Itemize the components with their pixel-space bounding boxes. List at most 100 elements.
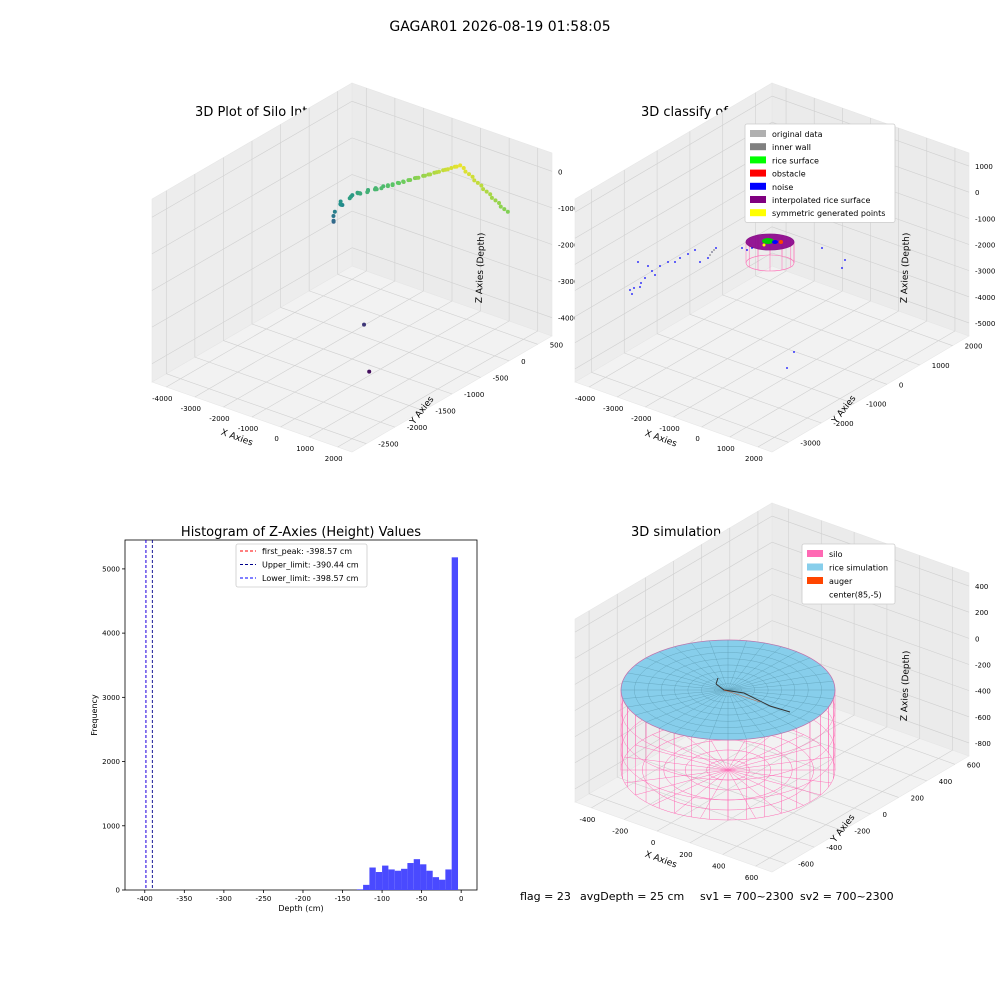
legend-label: noise: [772, 183, 793, 192]
tick-label: -5000: [975, 320, 995, 328]
tick-label: -50: [416, 895, 427, 903]
sv2-text: sv2 = 700~2300: [800, 890, 894, 903]
legend-label: rice simulation: [829, 564, 888, 573]
tick-label: -500: [493, 374, 509, 382]
tick-label: 0: [459, 895, 463, 903]
noise-point: [841, 267, 843, 269]
tick-label: -2000: [631, 415, 651, 423]
data-point: [505, 209, 510, 214]
z-axis-label: Z Axies (Depth): [900, 651, 912, 722]
tick-label: 0: [975, 635, 979, 643]
legend-label: Lower_limit: -398.57 cm: [262, 574, 359, 583]
data-point: [463, 169, 468, 174]
legend-swatch: [750, 156, 766, 164]
x-axis-label: X Axies: [643, 850, 678, 871]
data-point: [416, 175, 421, 180]
data-point: [358, 191, 363, 196]
legend-label: Upper_limit: -390.44 cm: [262, 561, 359, 570]
tick-label: 2000: [102, 758, 120, 766]
z-tick-labels: -5000 -4000 -3000 -2000 -1000 0 1000: [975, 163, 995, 328]
tick-label: -2000: [558, 242, 578, 250]
tick-label: -200: [612, 828, 628, 836]
legend-swatch: [750, 143, 766, 151]
legend-swatch: [807, 590, 823, 598]
tick-label: 4000: [102, 630, 120, 638]
tick-label: -1500: [435, 408, 455, 416]
histogram-bar: [356, 889, 364, 890]
histogram-bar: [375, 872, 383, 890]
data-point: [498, 204, 503, 209]
data-point: [331, 214, 336, 219]
flag-text: flag = 23: [520, 890, 571, 903]
tick-label: -1000: [866, 401, 886, 409]
axes-3d-box: [151, 82, 553, 453]
histogram-bar: [394, 870, 402, 890]
noise-point: [715, 247, 717, 249]
noise-point: [707, 257, 709, 259]
panel-classify: 3D classify of Silo Interior -4000-3000-…: [574, 82, 995, 463]
noise-point: [751, 247, 753, 249]
tick-label: -1000: [464, 391, 484, 399]
data-point: [493, 198, 498, 203]
auger: [723, 689, 761, 703]
plot-area: [124, 539, 478, 891]
tick-label: -3000: [603, 405, 623, 413]
legend-label: original data: [772, 130, 823, 139]
data-point: [472, 178, 477, 183]
tick-label: 600: [745, 874, 758, 882]
tick-label: 200: [911, 794, 924, 802]
reference-lines: [145, 540, 153, 890]
tick-label: -200: [854, 828, 870, 836]
tick-label: 0: [274, 435, 278, 443]
data-point: [385, 184, 390, 189]
z-axis-label: Z Axies (Depth): [475, 233, 487, 304]
data-point: [479, 183, 484, 188]
z-axis-label: Z Axies (Depth): [900, 233, 912, 304]
legend-label: auger: [829, 577, 853, 586]
tick-label: -2000: [209, 415, 229, 423]
noise-point: [741, 247, 743, 249]
tick-label: -400: [975, 688, 991, 696]
legend-label: center(85,-5): [829, 591, 882, 600]
noise-point: [637, 261, 639, 263]
tick-label: -400: [579, 816, 595, 824]
tick-label: 500: [550, 341, 563, 349]
histogram-bar: [369, 867, 376, 890]
data-point: [475, 180, 480, 185]
tick-label: -1000: [975, 215, 995, 223]
tick-label: -350: [176, 895, 192, 903]
tick-label: -3000: [975, 268, 995, 276]
tick-label: 5000: [102, 565, 120, 573]
x-tick-labels: -400 -200 0 200 400 600: [579, 816, 758, 882]
histogram-bar: [426, 870, 433, 890]
legend-label: interpolated rice surface: [772, 196, 870, 205]
tick-label: -2000: [833, 420, 853, 428]
y-tick-labels: -600 -400 -200 0 200 400 600: [798, 761, 980, 868]
y-axis-label: Frequency: [90, 694, 99, 736]
x-tick-labels: -4000 -3000 -2000 -1000 0 1000 2000: [575, 395, 763, 463]
legend-label: first_peak: -398.57 cm: [262, 547, 352, 556]
noise-point: [844, 259, 846, 261]
legend-label: silo: [829, 550, 843, 559]
data-point: [397, 181, 402, 186]
noise-point: [699, 261, 701, 263]
data-point: [461, 165, 466, 170]
data-point: [332, 209, 337, 214]
noise-point: [694, 249, 696, 251]
tick-label: 1000: [975, 163, 993, 171]
histogram-bar: [413, 859, 421, 890]
x-tick-labels: -400 -350 -300 -250 -200 -150 -100 -50 0: [137, 890, 463, 903]
tick-label: -200: [975, 662, 991, 670]
panel-histogram: Histogram of Z-Axies (Height) Values -40…: [90, 525, 478, 913]
scatter-points: [331, 163, 510, 374]
noise-point: [629, 289, 631, 291]
tick-label: -2000: [975, 242, 995, 250]
data-point: [454, 164, 459, 169]
data-point: [331, 218, 336, 223]
tick-label: -4000: [152, 395, 172, 403]
noise-point: [651, 270, 653, 272]
tick-label: -150: [335, 895, 351, 903]
data-point: [338, 199, 343, 204]
histogram-bar: [420, 864, 427, 890]
tick-label: 0: [883, 811, 887, 819]
